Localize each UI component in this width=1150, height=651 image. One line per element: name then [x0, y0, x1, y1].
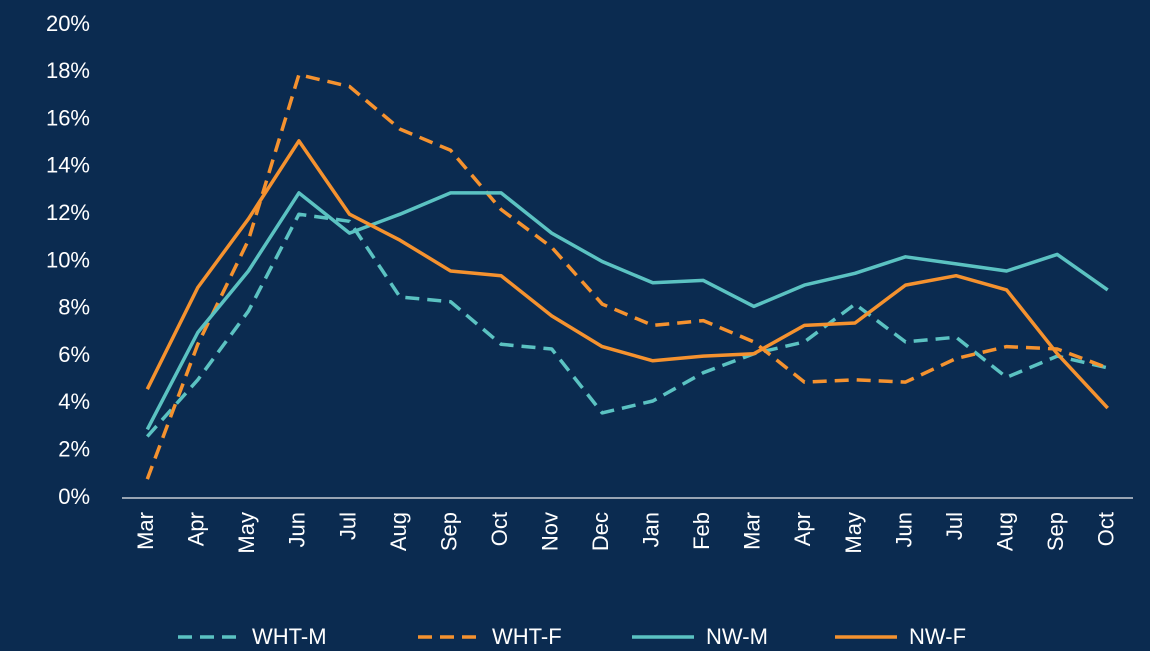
x-tick-label: Oct: [1094, 512, 1119, 546]
x-tick-label: Feb: [689, 512, 714, 550]
y-tick-label: 6%: [58, 342, 90, 367]
y-tick-label: 4%: [58, 389, 90, 414]
x-tick-label: Dec: [588, 512, 613, 551]
y-tick-label: 16%: [46, 105, 90, 130]
y-tick-label: 8%: [58, 295, 90, 320]
x-tick-label: Jul: [335, 512, 360, 540]
x-tick-label: Jun: [285, 512, 310, 547]
y-tick-label: 20%: [46, 11, 90, 36]
x-tick-label: Apr: [184, 512, 209, 546]
x-tick-label: Apr: [790, 512, 815, 546]
y-tick-label: 18%: [46, 58, 90, 83]
line-series: [145, 212, 1109, 438]
x-tick-label: Aug: [992, 512, 1017, 551]
legend-label: WHT-F: [492, 624, 562, 649]
y-tick-label: 2%: [58, 437, 90, 462]
x-tick-label: Mar: [740, 512, 765, 550]
x-tick-label: Jan: [639, 512, 664, 547]
legend-label: NW-M: [706, 624, 768, 649]
x-tick-label: Jul: [942, 512, 967, 540]
x-tick-label: May: [234, 512, 259, 554]
x-tick-label: Nov: [537, 512, 562, 551]
y-tick-label: 14%: [46, 153, 90, 178]
x-tick-label: Mar: [133, 512, 158, 550]
x-tick-label: Sep: [436, 512, 461, 551]
x-tick-label: Oct: [487, 512, 512, 546]
x-tick-label: Jun: [891, 512, 916, 547]
x-tick-label: Sep: [1043, 512, 1068, 551]
x-tick-label: Aug: [386, 512, 411, 551]
line-series: [145, 191, 1109, 431]
x-tick-label: May: [841, 512, 866, 554]
y-tick-label: 10%: [46, 247, 90, 272]
y-tick-label: 0%: [58, 484, 90, 509]
y-tick-label: 12%: [46, 200, 90, 225]
legend-label: WHT-M: [252, 624, 327, 649]
line-series: [145, 139, 1109, 410]
line-series: [145, 72, 1109, 480]
legend-label: NW-F: [909, 624, 966, 649]
